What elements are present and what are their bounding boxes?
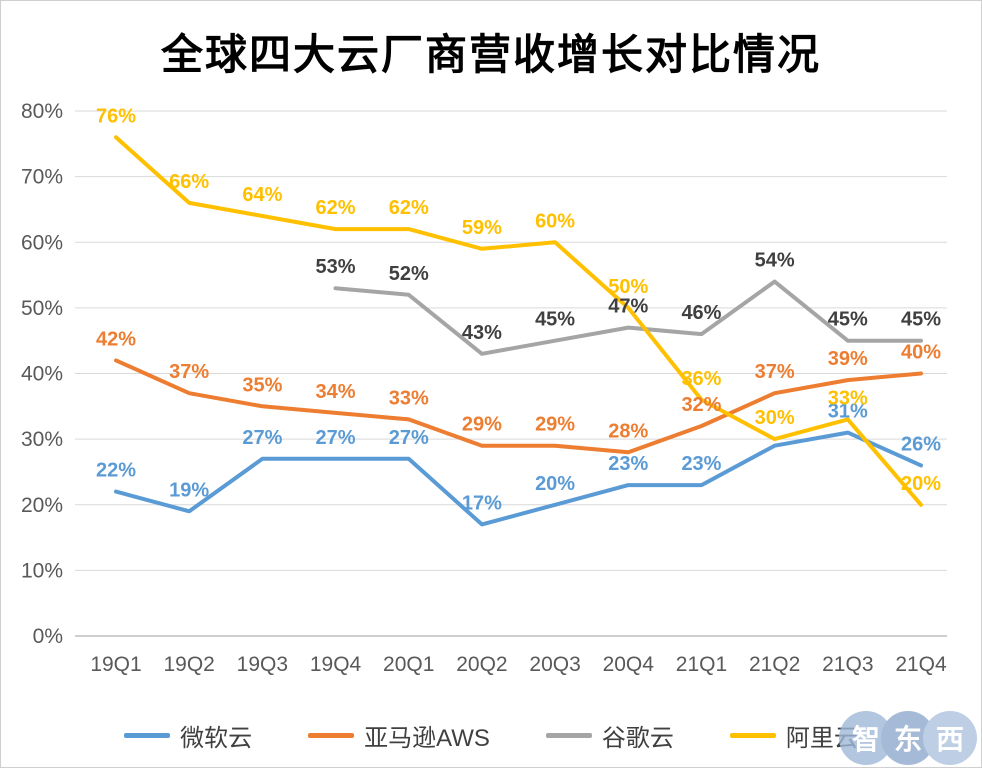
- data-label-alibaba-cloud: 59%: [462, 217, 502, 239]
- data-label-microsoft-cloud: 27%: [389, 427, 429, 449]
- x-tick-label: 20Q3: [529, 653, 580, 676]
- y-tick-label: 10%: [21, 559, 63, 582]
- data-label-google-cloud: 45%: [535, 309, 575, 331]
- series-line-microsoft-cloud: [114, 430, 923, 527]
- data-label-google-cloud: 45%: [828, 309, 868, 331]
- data-label-microsoft-cloud: 31%: [828, 401, 868, 423]
- data-label-alibaba-cloud: 20%: [901, 473, 941, 495]
- data-label-microsoft-cloud: 19%: [169, 479, 209, 501]
- x-tick-label: 20Q2: [456, 653, 507, 676]
- data-label-amazon-aws: 42%: [96, 328, 136, 350]
- chart-title: 全球四大云厂商营收增长对比情况: [160, 31, 821, 78]
- legend-swatch-google-cloud: [545, 733, 592, 738]
- data-label-amazon-aws: 32%: [681, 394, 721, 416]
- y-tick-label: 70%: [21, 166, 63, 189]
- data-label-amazon-aws: 29%: [535, 414, 575, 436]
- data-label-google-cloud: 54%: [755, 250, 795, 272]
- x-tick-label: 21Q3: [822, 653, 873, 676]
- data-label-alibaba-cloud: 33%: [828, 387, 868, 409]
- y-tick-label: 40%: [21, 363, 63, 386]
- data-label-amazon-aws: 37%: [755, 361, 795, 383]
- data-label-microsoft-cloud: 27%: [316, 427, 356, 449]
- data-label-google-cloud: 52%: [389, 263, 429, 285]
- data-label-alibaba-cloud: 30%: [755, 407, 795, 429]
- y-tick-label: 30%: [21, 428, 63, 451]
- data-label-microsoft-cloud: 23%: [608, 453, 648, 475]
- x-tick-label: 21Q1: [676, 653, 727, 676]
- y-tick-label: 20%: [21, 494, 63, 517]
- data-label-microsoft-cloud: 27%: [242, 427, 282, 449]
- legend-swatch-amazon-aws: [308, 733, 355, 738]
- data-label-microsoft-cloud: 22%: [96, 460, 136, 482]
- data-label-microsoft-cloud: 20%: [535, 473, 575, 495]
- watermark-logo: 智东西: [839, 711, 977, 765]
- data-label-google-cloud: 45%: [901, 309, 941, 331]
- data-label-amazon-aws: 28%: [608, 420, 648, 442]
- y-tick-label: 80%: [21, 100, 63, 123]
- series-line-google-cloud: [333, 279, 923, 356]
- legend-label-google-cloud: 谷歌云: [601, 725, 674, 752]
- series-line-amazon-aws: [114, 358, 923, 455]
- data-label-amazon-aws: 40%: [901, 342, 941, 364]
- x-tick-label: 19Q3: [237, 653, 288, 676]
- y-tick-label: 0%: [33, 625, 63, 648]
- legend-label-microsoft-cloud: 微软云: [180, 725, 253, 752]
- data-label-microsoft-cloud: 17%: [462, 492, 502, 514]
- y-tick-label: 50%: [21, 297, 63, 320]
- data-label-amazon-aws: 37%: [169, 361, 209, 383]
- data-label-alibaba-cloud: 36%: [681, 368, 721, 390]
- x-tick-label: 19Q1: [90, 653, 141, 676]
- data-label-alibaba-cloud: 66%: [169, 171, 209, 193]
- data-label-alibaba-cloud: 50%: [608, 276, 648, 298]
- series-line-alibaba-cloud: [114, 135, 923, 507]
- x-tick-label: 21Q2: [749, 653, 800, 676]
- data-label-amazon-aws: 29%: [462, 414, 502, 436]
- legend-label-amazon-aws: 亚马逊AWS: [364, 725, 490, 752]
- data-label-google-cloud: 53%: [316, 256, 356, 278]
- y-tick-label: 60%: [21, 231, 63, 254]
- x-tick-label: 20Q4: [603, 653, 655, 676]
- data-label-google-cloud: 46%: [681, 302, 721, 324]
- legend-item-amazon-aws: 亚马逊AWS: [308, 718, 490, 753]
- data-label-google-cloud: 43%: [462, 322, 502, 344]
- data-label-amazon-aws: 35%: [242, 374, 282, 396]
- data-label-microsoft-cloud: 26%: [901, 433, 941, 455]
- data-label-google-cloud: 47%: [608, 296, 648, 318]
- x-tick-label: 21Q4: [895, 653, 947, 676]
- legend-swatch-microsoft-cloud: [124, 733, 171, 738]
- data-label-amazon-aws: 39%: [828, 348, 868, 370]
- data-label-amazon-aws: 33%: [389, 387, 429, 409]
- data-label-alibaba-cloud: 62%: [316, 197, 356, 219]
- legend-item-microsoft-cloud: 微软云: [124, 718, 252, 753]
- data-label-amazon-aws: 34%: [316, 381, 356, 403]
- legend-swatch-alibaba-cloud: [729, 733, 776, 738]
- data-label-alibaba-cloud: 76%: [96, 105, 136, 127]
- watermark-char: 西: [923, 711, 977, 765]
- x-tick-label: 19Q4: [310, 653, 362, 676]
- chart-legend: 微软云 亚马逊AWS 谷歌云 阿里云: [1, 718, 981, 753]
- data-label-alibaba-cloud: 62%: [389, 197, 429, 219]
- x-tick-label: 20Q1: [383, 653, 434, 676]
- legend-item-google-cloud: 谷歌云: [545, 718, 674, 753]
- data-label-microsoft-cloud: 23%: [681, 453, 721, 475]
- data-label-alibaba-cloud: 64%: [242, 184, 282, 206]
- data-label-alibaba-cloud: 60%: [535, 210, 575, 232]
- x-tick-label: 19Q2: [163, 653, 214, 676]
